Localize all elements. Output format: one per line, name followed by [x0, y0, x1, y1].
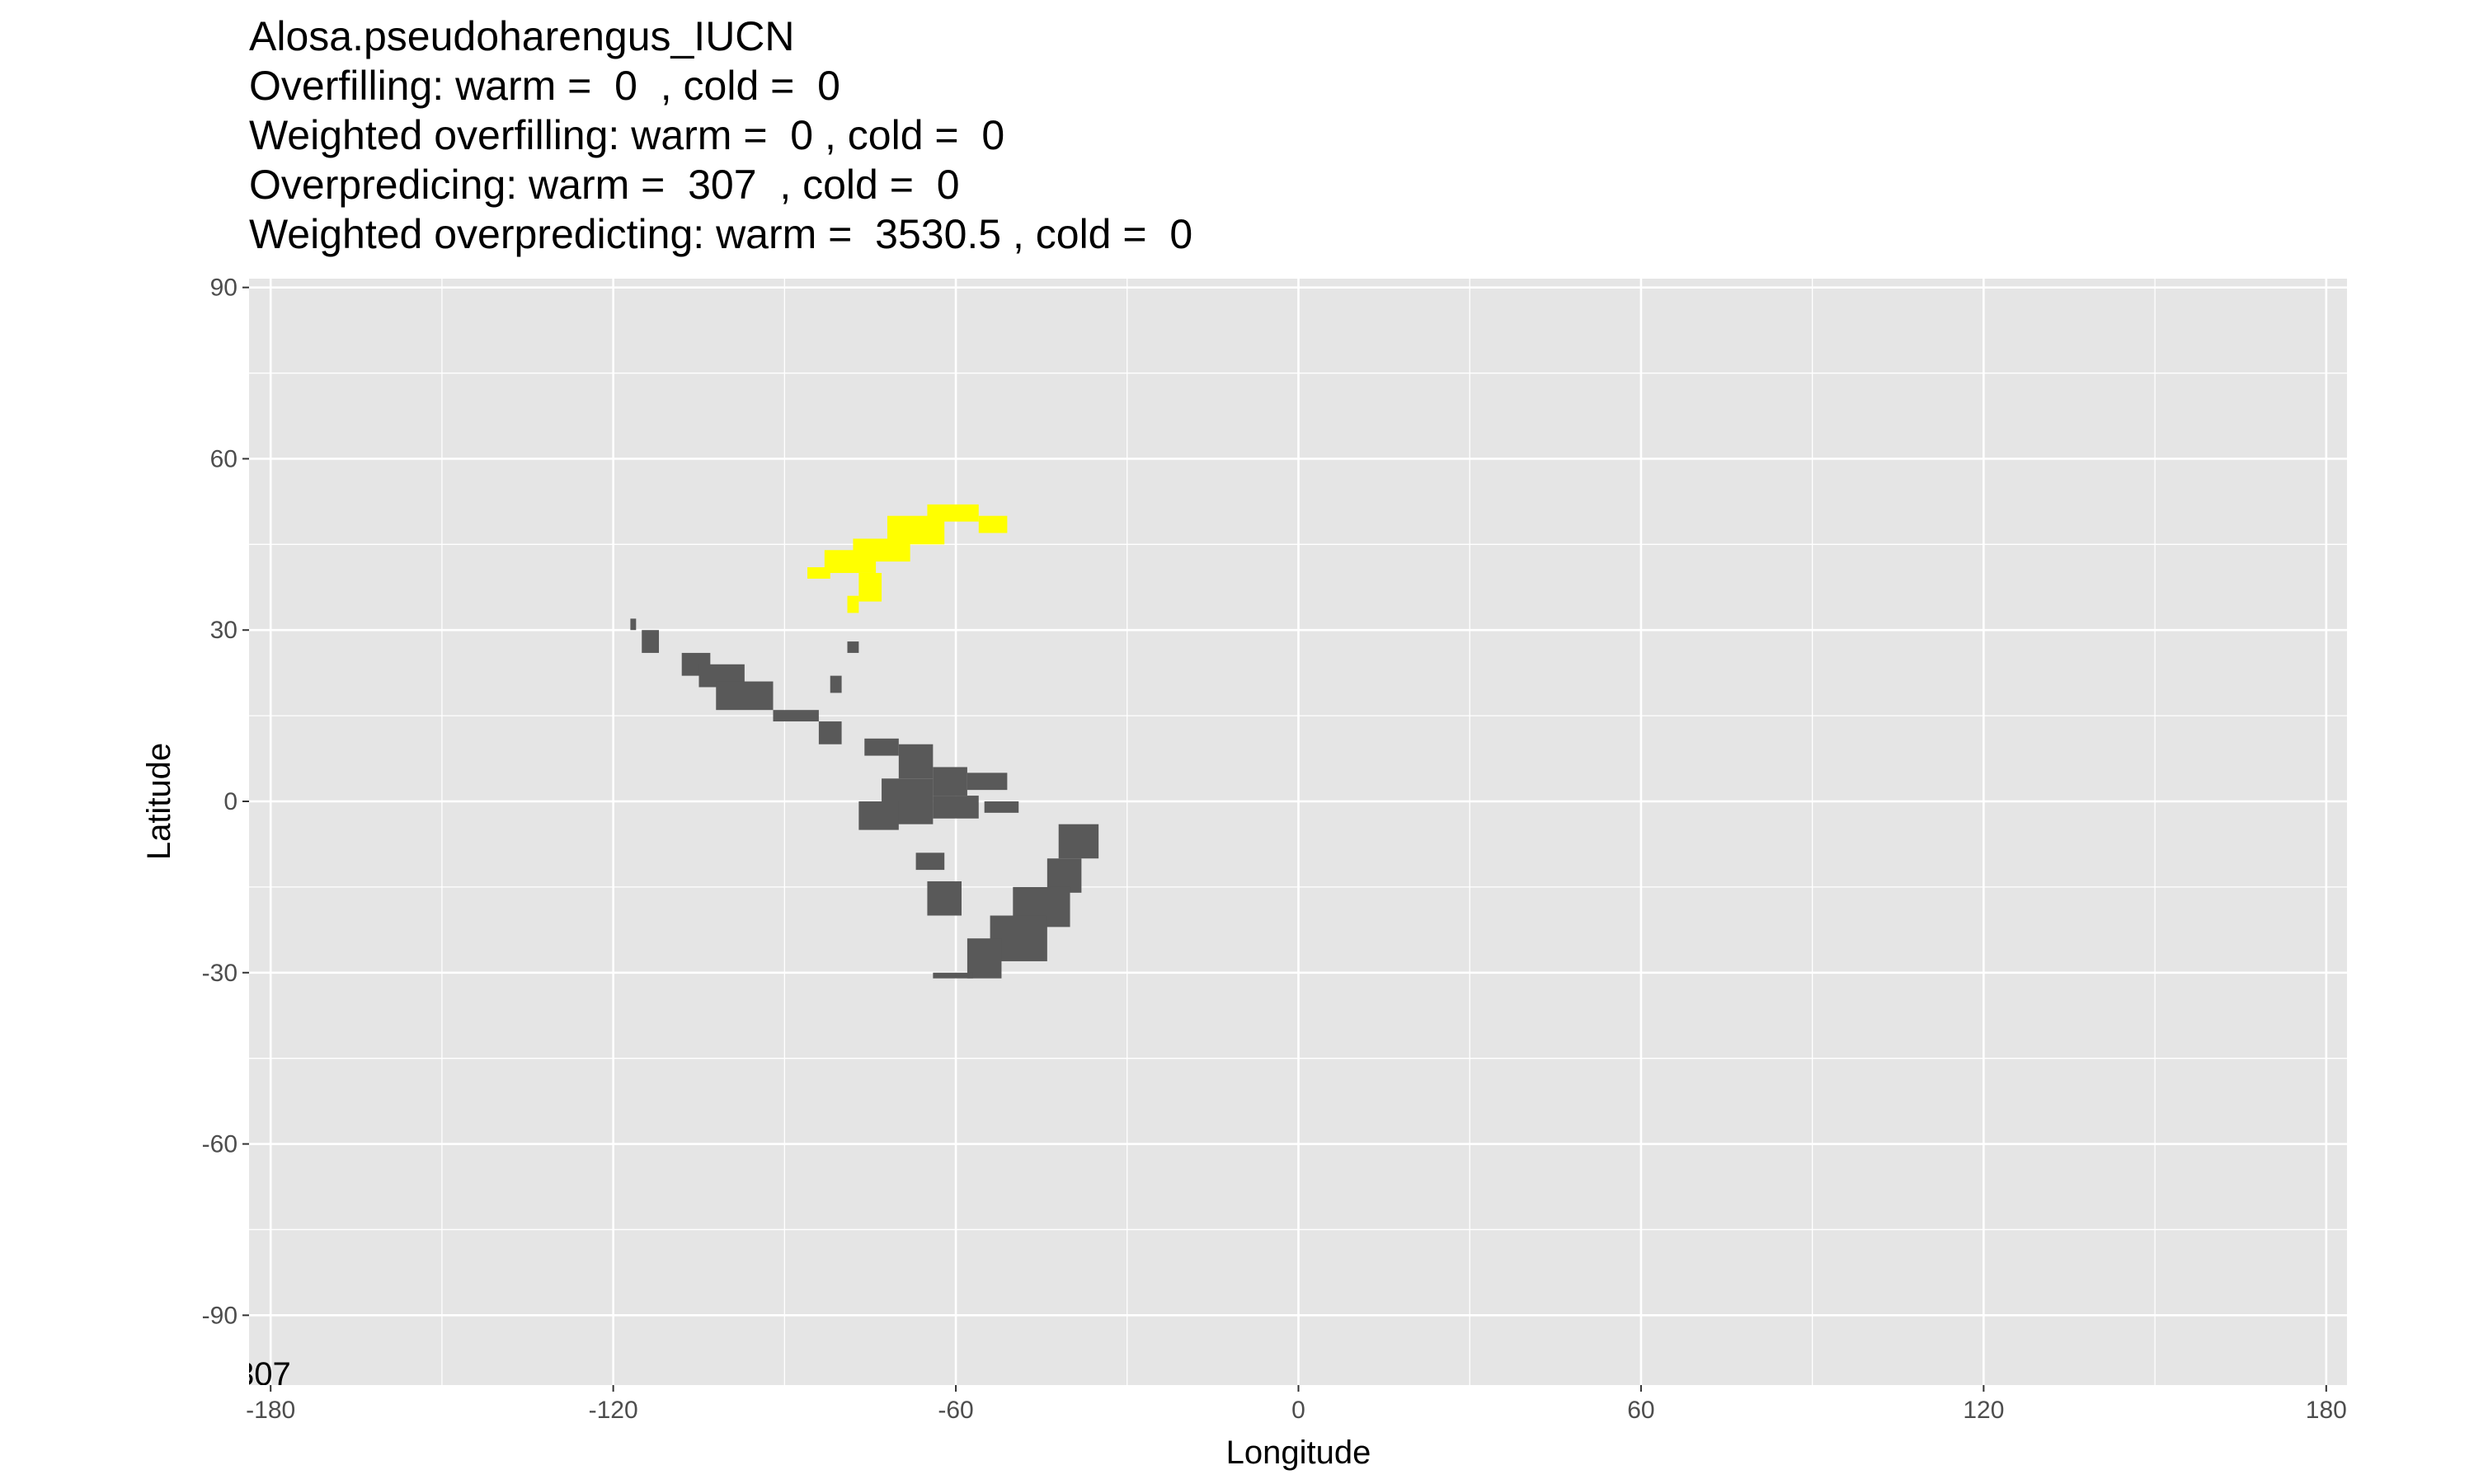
axes: -180 -120 -60 0 60 120 180 90 60 30 0 -30 -60 -90: [202, 275, 2347, 1424]
predicted-range-cell: [818, 721, 842, 744]
title-line-weighted-overfilling: Weighted overfilling: warm = 0 , cold = …: [249, 112, 1005, 158]
predicted-range-cell: [642, 630, 660, 653]
x-tick-label: 180: [2306, 1397, 2347, 1424]
native-range-cell: [978, 515, 1008, 533]
predicted-range-cell: [915, 852, 945, 871]
x-tick-label: 60: [1627, 1397, 1654, 1424]
native-range-cell: [847, 595, 859, 613]
native-range-cell: [824, 550, 877, 573]
predicted-range-cell: [716, 681, 774, 711]
title-line-weighted-overpredicting: Weighted overpredicting: warm = 3530.5 ,…: [249, 211, 1193, 257]
title-line-species: Alosa.pseudoharengus_IUCN: [249, 13, 795, 59]
x-tick-label: -180: [246, 1397, 295, 1424]
predicted-range-cell: [984, 801, 1019, 813]
y-tick-label: 30: [210, 617, 238, 644]
x-tick-label: -60: [938, 1397, 973, 1424]
x-tick-label: -120: [589, 1397, 638, 1424]
y-tick-label: 60: [210, 445, 238, 472]
x-axis-title: Longitude: [1226, 1435, 1371, 1471]
predicted-range-cell: [933, 767, 967, 796]
x-tick-label: 120: [1963, 1397, 2004, 1424]
predicted-range-cell: [927, 881, 962, 916]
predicted-range-cell: [967, 938, 1002, 979]
title-line-overfilling: Overfilling: warm = 0 , cold = 0: [249, 63, 840, 109]
predicted-range-cell: [858, 801, 899, 830]
predicted-range-cell: [1058, 824, 1099, 859]
x-tick-label: 0: [1291, 1397, 1305, 1424]
grid-lines: [249, 279, 2347, 1385]
y-tick-label: -60: [202, 1131, 238, 1158]
predicted-range-cell: [967, 773, 1008, 791]
predicted-range-cell: [933, 972, 973, 979]
predicted-range-cell: [898, 744, 934, 779]
native-range-layer: [807, 504, 1008, 613]
corner-annotation: 307: [236, 1356, 291, 1392]
native-range-cell: [807, 567, 830, 579]
native-range-cell: [858, 572, 882, 602]
predicted-range-cell: [847, 641, 859, 653]
y-tick-label: -90: [202, 1302, 238, 1329]
predicted-range-cell: [773, 710, 819, 722]
y-tick-label: 90: [210, 275, 238, 302]
predicted-range-cell: [933, 796, 979, 819]
plot-title: Alosa.pseudoharengus_IUCN Overfilling: w…: [249, 12, 1192, 259]
predicted-range-cell: [864, 738, 899, 756]
predicted-range-cell: [630, 618, 637, 631]
title-line-overpredicting: Overpredicing: warm = 307 , cold = 0: [249, 162, 960, 208]
predicted-range-cell: [830, 675, 842, 693]
y-axis-title: Latitude: [141, 743, 177, 860]
y-tick-label: 0: [223, 788, 238, 815]
y-tick-label: -30: [202, 960, 238, 987]
predicted-range-layer: [630, 618, 1099, 979]
